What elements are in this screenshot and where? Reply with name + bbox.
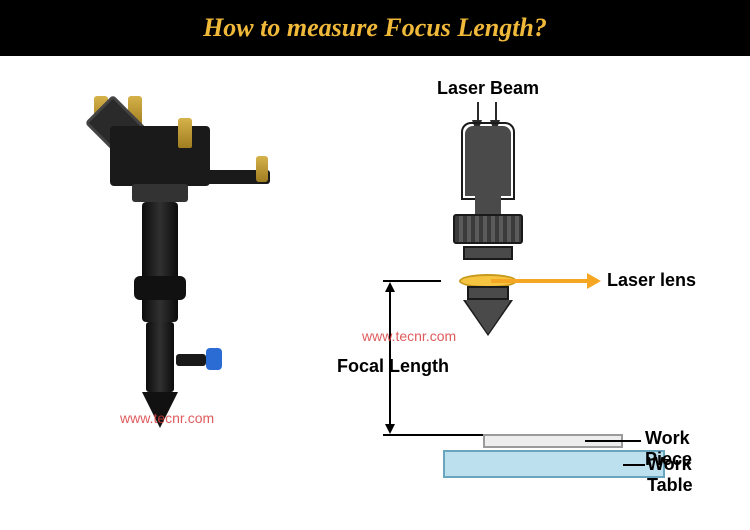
brass-knob-icon bbox=[256, 156, 268, 182]
title-bar: How to measure Focus Length? bbox=[0, 0, 750, 56]
beam-line-icon bbox=[477, 102, 479, 122]
lower-tube-icon bbox=[146, 322, 174, 392]
dim-tick-bottom-icon bbox=[383, 434, 483, 436]
lens-tube-icon bbox=[142, 202, 178, 322]
lens-housing-icon bbox=[463, 246, 513, 260]
below-lens-icon bbox=[467, 286, 509, 300]
air-fitting-icon bbox=[176, 354, 206, 366]
page-title: How to measure Focus Length? bbox=[203, 13, 547, 43]
collar-icon bbox=[132, 184, 188, 202]
work-table-label: Work Table bbox=[647, 454, 735, 496]
head-neck-icon bbox=[475, 196, 501, 214]
laser-beam-label: Laser Beam bbox=[437, 78, 539, 99]
work-piece-leader-icon bbox=[585, 440, 641, 442]
beam-line-icon bbox=[495, 102, 497, 122]
laser-lens-label: Laser lens bbox=[607, 270, 696, 291]
knurl-ring-icon bbox=[453, 214, 523, 244]
watermark-text: www.tecnr.com bbox=[362, 328, 456, 344]
watermark-text: www.tecnr.com bbox=[120, 410, 214, 426]
dim-arrow-down-icon bbox=[385, 424, 395, 434]
focus-length-diagram: Laser Beam Laser lens Focal Length Work … bbox=[355, 76, 735, 516]
focus-ring-icon bbox=[134, 276, 186, 300]
head-body-icon bbox=[465, 126, 511, 196]
work-table-leader-icon bbox=[623, 464, 645, 466]
lens-arrow-icon bbox=[491, 279, 587, 283]
mount-arm-icon bbox=[160, 170, 270, 184]
brass-knob-icon bbox=[178, 118, 192, 148]
content-area: Laser Beam Laser lens Focal Length Work … bbox=[0, 56, 750, 530]
air-connector-icon bbox=[206, 348, 222, 370]
laser-head-photo bbox=[20, 126, 300, 486]
nozzle-icon bbox=[465, 300, 511, 334]
focal-length-label: Focal Length bbox=[337, 356, 449, 377]
